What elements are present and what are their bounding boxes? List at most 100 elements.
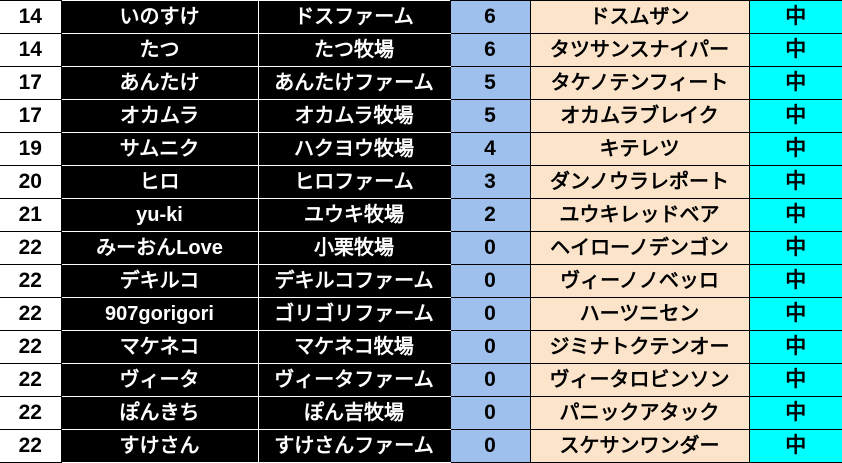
- horse-value: タケノテンフィート: [531, 67, 749, 99]
- cell-horse: ヴィーノノベッロ: [530, 265, 749, 298]
- farm-value: ヴィータファーム: [259, 364, 450, 396]
- points-value: 3: [451, 166, 530, 198]
- points-value: 0: [451, 364, 530, 396]
- owner-value: あんたけ: [62, 67, 258, 99]
- cell-grade: 中: [749, 34, 842, 67]
- cell-horse: スケサンワンダー: [530, 430, 749, 463]
- rank-value: 17: [0, 67, 61, 99]
- cell-grade: 中: [749, 232, 842, 265]
- points-value: 5: [451, 67, 530, 99]
- farm-value: ドスファーム: [259, 1, 450, 33]
- cell-owner: みーおんLove: [61, 232, 258, 265]
- cell-grade: 中: [749, 265, 842, 298]
- cell-horse: パニックアタック: [530, 397, 749, 430]
- cell-owner: サムニク: [61, 133, 258, 166]
- cell-farm: ドスファーム: [258, 1, 450, 34]
- cell-horse: ヘイローノデンゴン: [530, 232, 749, 265]
- cell-owner: いのすけ: [61, 1, 258, 34]
- cell-rank: 22: [0, 265, 61, 298]
- cell-owner: マケネコ: [61, 331, 258, 364]
- horse-value: タツサンスナイパー: [531, 34, 749, 66]
- cell-farm: ヴィータファーム: [258, 364, 450, 397]
- grade-value: 中: [750, 100, 842, 132]
- cell-points: 0: [450, 364, 530, 397]
- points-value: 6: [451, 1, 530, 33]
- cell-grade: 中: [749, 199, 842, 232]
- cell-points: 5: [450, 100, 530, 133]
- cell-points: 6: [450, 34, 530, 67]
- cell-grade: 中: [749, 133, 842, 166]
- cell-rank: 19: [0, 133, 61, 166]
- cell-points: 6: [450, 1, 530, 34]
- cell-points: 2: [450, 199, 530, 232]
- horse-value: ヴィータロビンソン: [531, 364, 749, 396]
- points-value: 0: [451, 430, 530, 462]
- cell-horse: ドスムザン: [530, 1, 749, 34]
- rank-value: 22: [0, 430, 61, 462]
- horse-value: オカムラブレイク: [531, 100, 749, 132]
- cell-farm: デキルコファーム: [258, 265, 450, 298]
- cell-rank: 14: [0, 34, 61, 67]
- horse-value: スケサンワンダー: [531, 430, 749, 462]
- farm-value: ハクヨウ牧場: [259, 133, 450, 165]
- rank-value: 22: [0, 232, 61, 264]
- grade-value: 中: [750, 34, 842, 66]
- horse-value: ヴィーノノベッロ: [531, 265, 749, 297]
- rank-value: 17: [0, 100, 61, 132]
- points-value: 5: [451, 100, 530, 132]
- cell-horse: オカムラブレイク: [530, 100, 749, 133]
- owner-value: yu-ki: [62, 199, 258, 231]
- owner-value: ヒロ: [62, 166, 258, 198]
- cell-owner: オカムラ: [61, 100, 258, 133]
- cell-grade: 中: [749, 166, 842, 199]
- cell-points: 0: [450, 265, 530, 298]
- cell-horse: ユウキレッドベア: [530, 199, 749, 232]
- owner-value: 907gorigori: [62, 298, 258, 330]
- farm-value: マケネコ牧場: [259, 331, 450, 363]
- grade-value: 中: [750, 133, 842, 165]
- cell-points: 3: [450, 166, 530, 199]
- rank-value: 22: [0, 397, 61, 429]
- rank-value: 22: [0, 331, 61, 363]
- cell-owner: ヒロ: [61, 166, 258, 199]
- cell-rank: 17: [0, 100, 61, 133]
- owner-value: いのすけ: [62, 1, 258, 33]
- cell-owner: ぽんきち: [61, 397, 258, 430]
- farm-value: あんたけファーム: [259, 67, 450, 99]
- owner-value: ぽんきち: [62, 397, 258, 429]
- farm-value: ぽん吉牧場: [259, 397, 450, 429]
- cell-rank: 22: [0, 298, 61, 331]
- horse-value: ハーツニセン: [531, 298, 749, 330]
- cell-grade: 中: [749, 364, 842, 397]
- cell-horse: ヴィータロビンソン: [530, 364, 749, 397]
- grade-value: 中: [750, 397, 842, 429]
- cell-owner: 907gorigori: [61, 298, 258, 331]
- points-value: 0: [451, 397, 530, 429]
- cell-farm: あんたけファーム: [258, 67, 450, 100]
- farm-value: 小栗牧場: [259, 232, 450, 264]
- cell-grade: 中: [749, 100, 842, 133]
- horse-value: ヘイローノデンゴン: [531, 232, 749, 264]
- farm-value: デキルコファーム: [259, 265, 450, 297]
- farm-value: オカムラ牧場: [259, 100, 450, 132]
- farm-value: ヒロファーム: [259, 166, 450, 198]
- cell-farm: ぽん吉牧場: [258, 397, 450, 430]
- cell-points: 0: [450, 397, 530, 430]
- cell-rank: 22: [0, 430, 61, 463]
- owner-value: デキルコ: [62, 265, 258, 297]
- rank-value: 22: [0, 364, 61, 396]
- points-value: 0: [451, 265, 530, 297]
- cell-owner: yu-ki: [61, 199, 258, 232]
- cell-owner: すけさん: [61, 430, 258, 463]
- grade-value: 中: [750, 298, 842, 330]
